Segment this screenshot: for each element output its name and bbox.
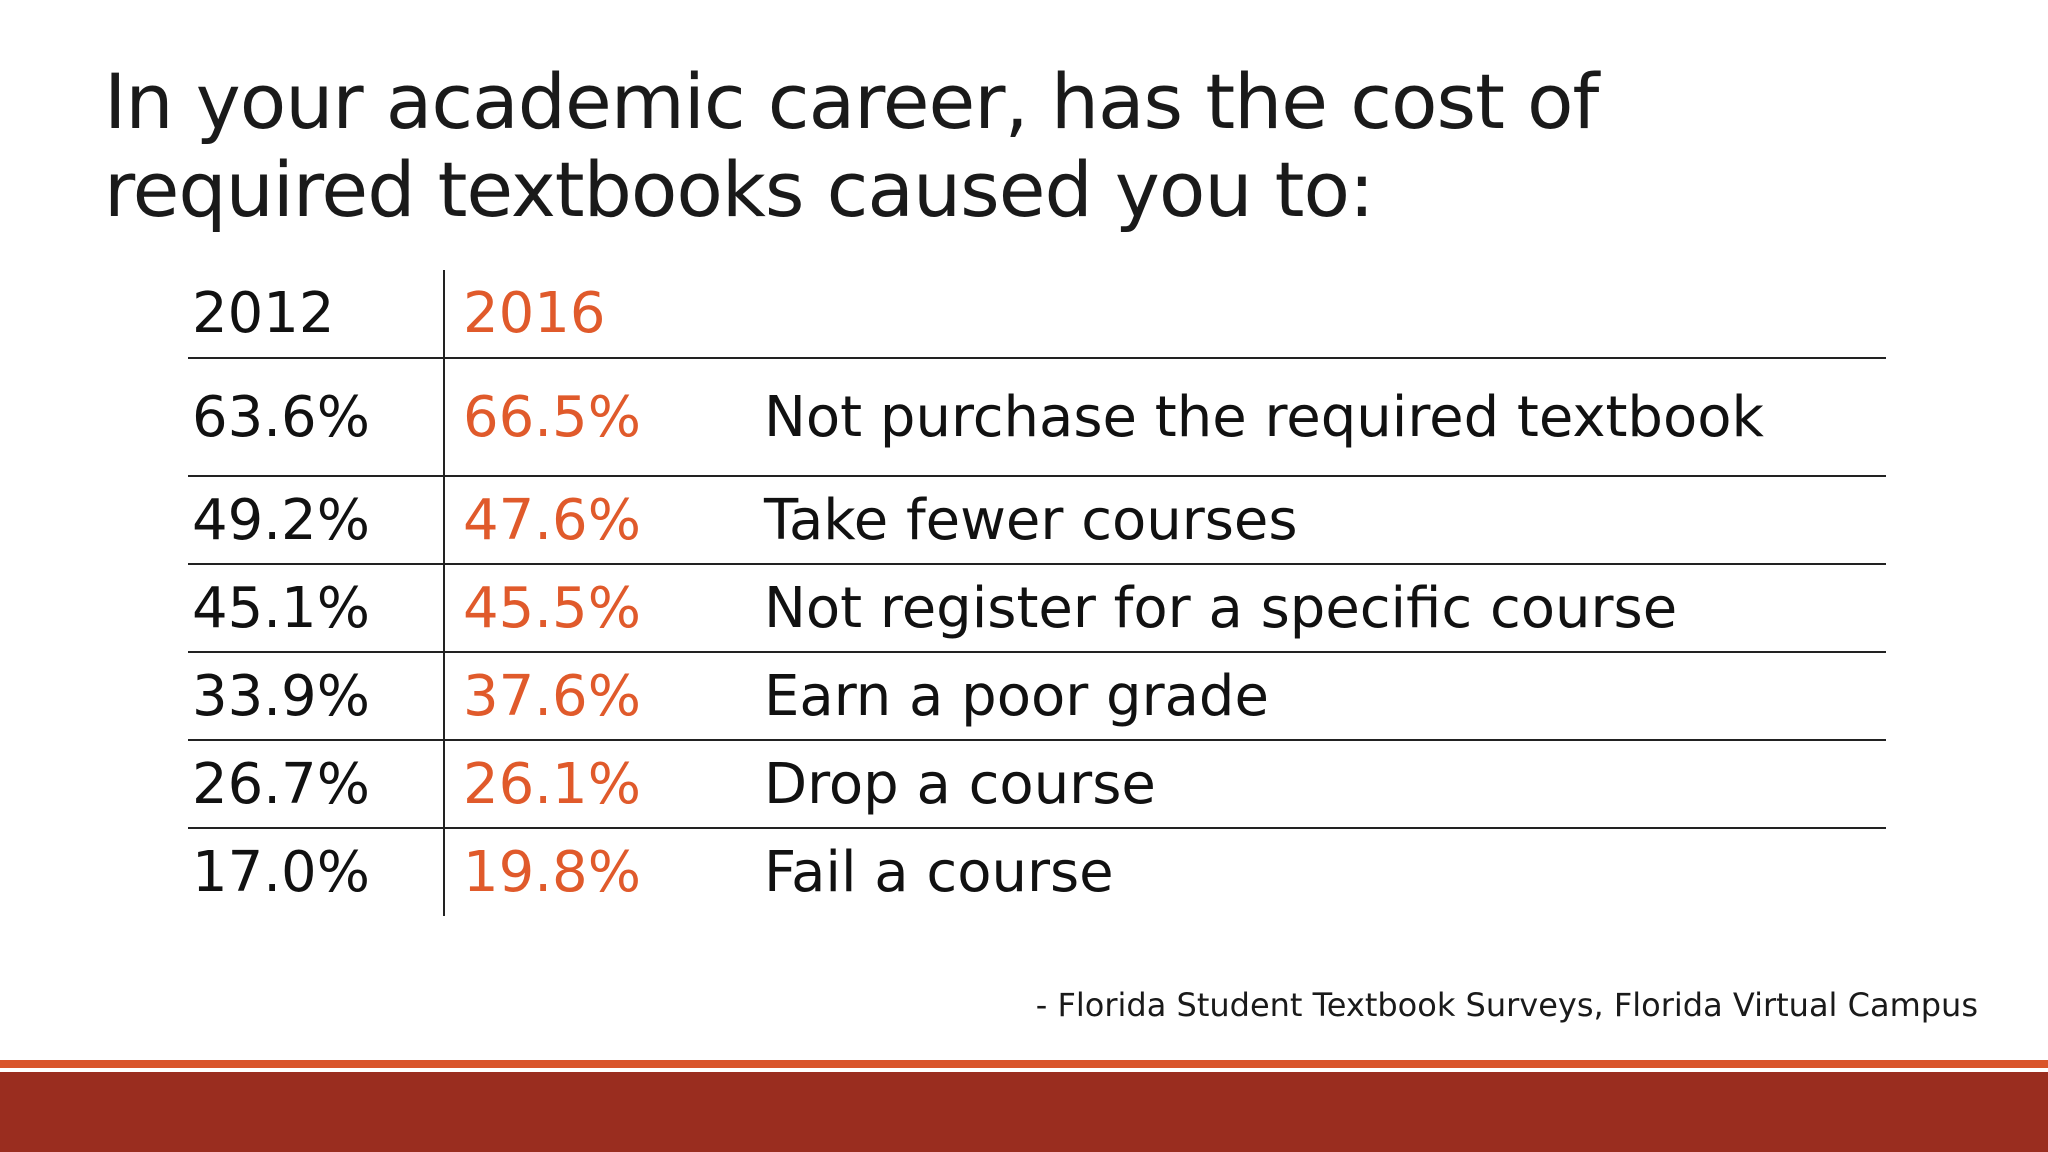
value-2016: 37.6%	[443, 652, 764, 740]
header-label	[764, 270, 1886, 358]
value-2016: 19.8%	[443, 828, 764, 916]
table-row: 26.7% 26.1% Drop a course	[188, 740, 1886, 828]
value-2016: 26.1%	[443, 740, 764, 828]
results-table: 2012 2016 63.6% 66.5% Not purchase the r…	[188, 270, 1886, 916]
table-row: 33.9% 37.6% Earn a poor grade	[188, 652, 1886, 740]
footer-accent-line	[0, 1060, 2048, 1068]
row-label: Not register for a specific course	[764, 575, 1678, 641]
table-row: 45.1% 45.5% Not register for a specific …	[188, 564, 1886, 652]
value-2012: 17.0%	[192, 840, 370, 905]
row-label: Not purchase the required textbook	[764, 384, 1764, 450]
header-2016: 2016	[443, 270, 764, 358]
table-row: 49.2% 47.6% Take fewer courses	[188, 476, 1886, 564]
source-citation: - Florida Student Textbook Surveys, Flor…	[1035, 986, 1978, 1024]
value-2012: 63.6%	[192, 384, 370, 450]
table-row: 17.0% 19.8% Fail a course	[188, 828, 1886, 916]
table-row: 63.6% 66.5% Not purchase the required te…	[188, 358, 1886, 476]
row-label: Take fewer courses	[764, 487, 1298, 553]
value-2012: 33.9%	[192, 663, 370, 729]
row-label: Fail a course	[764, 840, 1114, 905]
row-label: Drop a course	[764, 751, 1156, 817]
value-2016: 66.5%	[443, 358, 764, 476]
row-label: Earn a poor grade	[764, 663, 1269, 729]
slide-title: In your academic career, has the cost of…	[104, 57, 1599, 234]
footer-bar	[0, 1072, 2048, 1152]
value-2012: 26.7%	[192, 751, 370, 817]
value-2016: 47.6%	[443, 476, 764, 564]
survey-table: 2012 2016 63.6% 66.5% Not purchase the r…	[188, 270, 1886, 916]
value-2016: 45.5%	[443, 564, 764, 652]
value-2012: 45.1%	[192, 575, 370, 641]
table-header-row: 2012 2016	[188, 270, 1886, 358]
header-2012: 2012	[192, 281, 335, 346]
value-2012: 49.2%	[192, 487, 370, 553]
